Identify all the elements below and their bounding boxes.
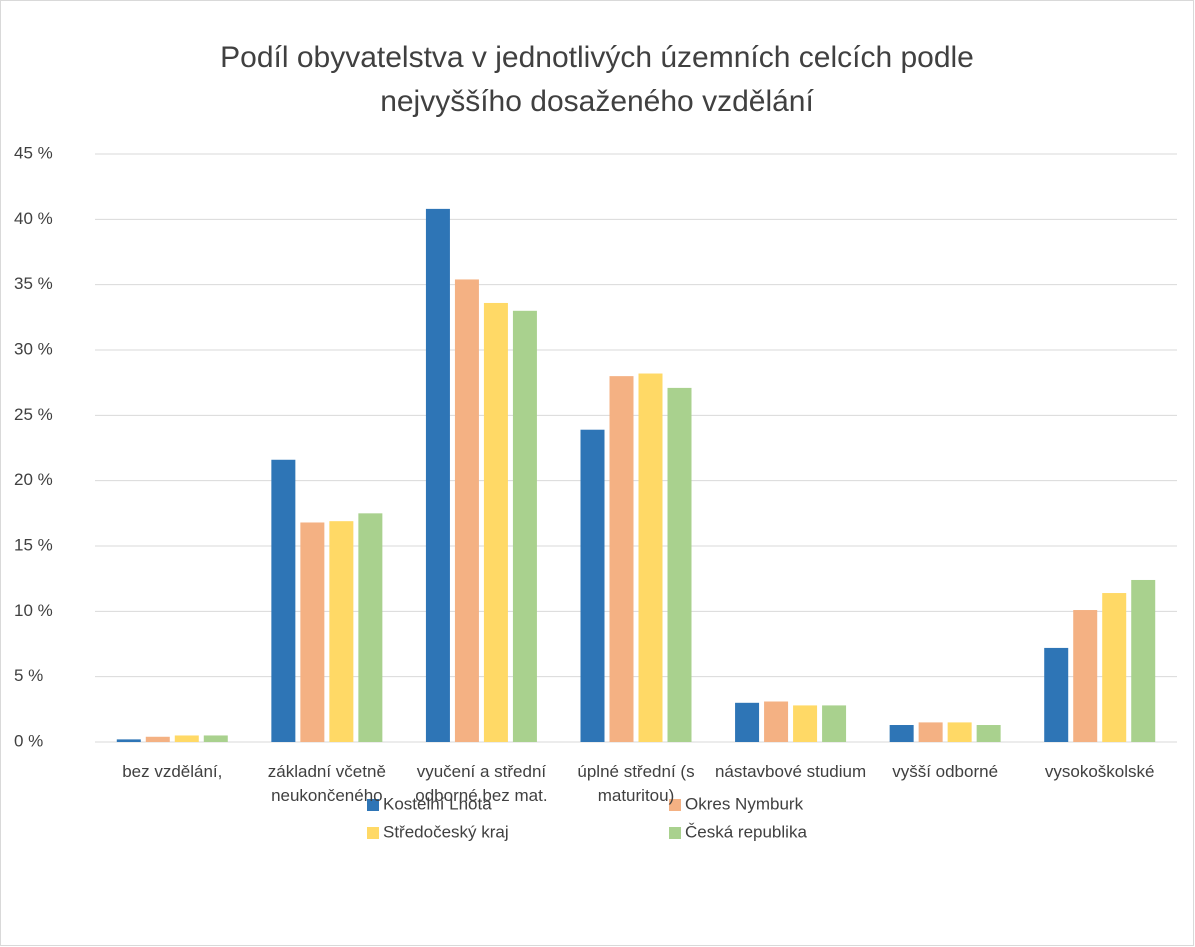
- bar: [764, 701, 789, 742]
- x-tick-label: úplné střední (s maturitou): [577, 762, 695, 805]
- legend-swatch: [669, 799, 681, 811]
- y-tick-label: 30 %: [14, 339, 53, 358]
- bar: [1102, 593, 1127, 742]
- y-tick-label: 5 %: [14, 666, 43, 685]
- bar: [793, 705, 818, 742]
- bar: [425, 208, 450, 742]
- legend-swatch: [669, 827, 681, 839]
- chart-title: Podíl obyvatelstva v jednotlivých územní…: [220, 41, 974, 118]
- bar: [145, 736, 170, 742]
- bar: [976, 725, 1001, 742]
- y-tick-label: 45 %: [14, 143, 53, 162]
- bar: [947, 722, 972, 742]
- y-tick-label: 10 %: [14, 601, 53, 620]
- bar: [358, 513, 383, 742]
- y-tick-label: 40 %: [14, 209, 53, 228]
- y-tick-label: 20 %: [14, 470, 53, 489]
- bar: [174, 735, 199, 742]
- x-tick-label: bez vzdělání,: [122, 762, 223, 781]
- y-tick-label: 15 %: [14, 535, 53, 554]
- bar: [512, 310, 537, 742]
- bar: [483, 302, 508, 742]
- x-tick-label: vyšší odborné: [892, 762, 999, 781]
- bar: [271, 459, 296, 742]
- legend-label: Česká republika: [685, 822, 807, 841]
- bar: [454, 279, 479, 742]
- bar: [329, 521, 354, 742]
- bar: [580, 429, 605, 742]
- legend-label: Okres Nymburk: [685, 794, 804, 813]
- y-tick-label: 35 %: [14, 274, 53, 293]
- bar: [1044, 647, 1069, 742]
- legend-label: Středočeský kraj: [383, 822, 509, 841]
- bar: [300, 522, 325, 742]
- legend-label: Kostelní Lhota: [383, 794, 492, 813]
- bar: [667, 387, 692, 742]
- bar: [203, 735, 228, 742]
- bar: [638, 373, 663, 742]
- x-tick-label: nástavbové studium: [714, 762, 867, 781]
- bar: [1073, 610, 1098, 742]
- y-tick-label: 0 %: [14, 731, 43, 750]
- legend-swatch: [367, 827, 379, 839]
- bar: [822, 705, 847, 742]
- legend-swatch: [367, 799, 379, 811]
- bar: [609, 376, 634, 742]
- y-tick-label: 25 %: [14, 405, 53, 424]
- x-tick-label: vyučení a střední odborné bez mat.: [415, 762, 548, 805]
- bar: [1131, 579, 1156, 742]
- bar: [918, 722, 943, 742]
- x-tick-label: základní včetně neukončeného: [267, 762, 386, 805]
- bar: [889, 725, 914, 742]
- bar: [116, 739, 141, 742]
- bar: [735, 702, 760, 742]
- x-tick-label: vysokoškolské: [1044, 762, 1155, 781]
